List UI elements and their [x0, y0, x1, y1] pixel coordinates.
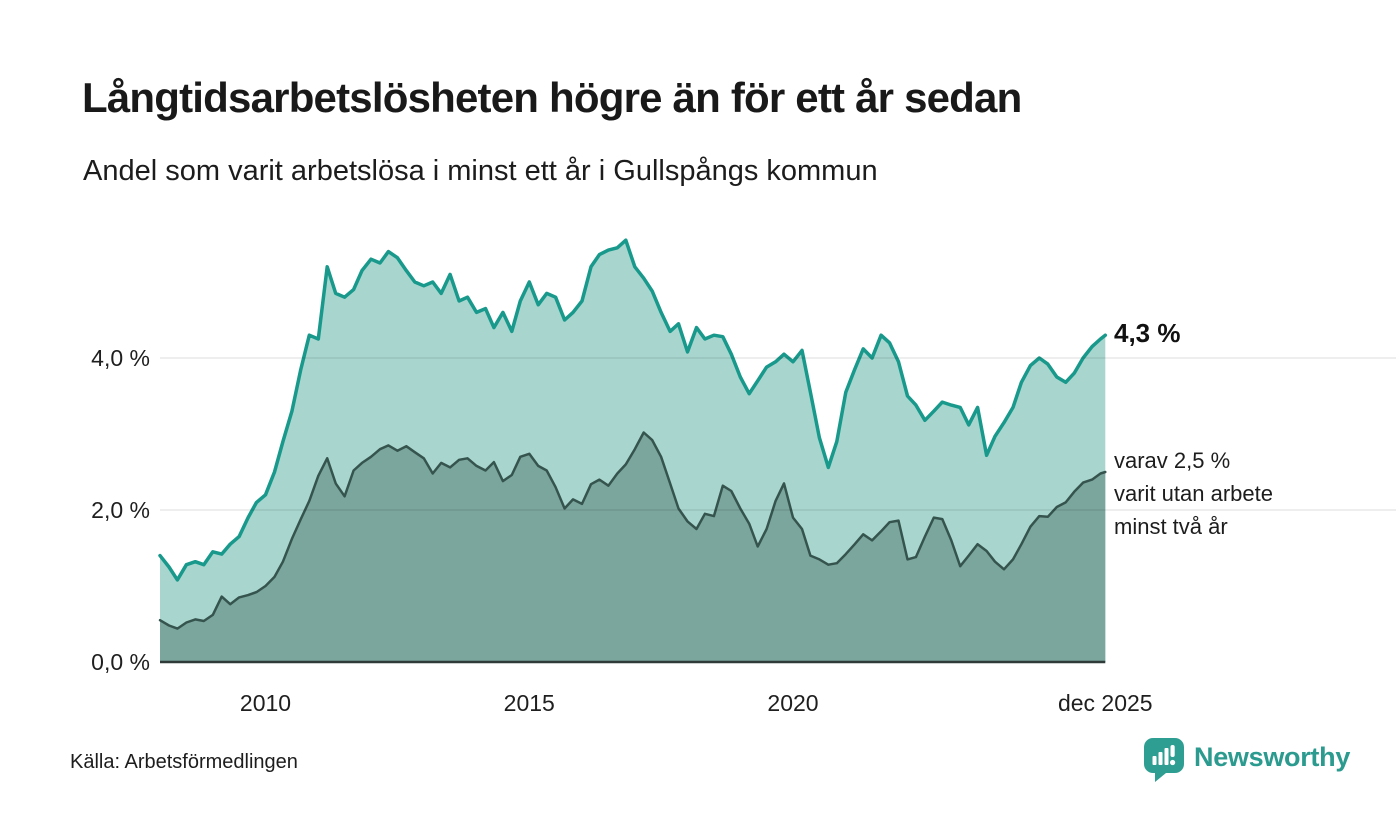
- logo-bar-2: [1158, 752, 1163, 765]
- series2-annotation: varav 2,5 % varit utan arbete minst två …: [1114, 444, 1273, 543]
- series1-end-value-label: 4,3 %: [1114, 318, 1181, 348]
- brand-logo: Newsworthy: [1144, 738, 1350, 783]
- line-series-1: [158, 238, 1108, 582]
- y-axis-tick-label: 0,0 %: [91, 649, 150, 675]
- x-axis-tick-label: 2015: [503, 690, 555, 716]
- area-series-2: [160, 432, 1106, 662]
- logo-exclamation-dot: [1170, 759, 1176, 766]
- logo-bubble: [1144, 738, 1184, 782]
- x-axis-tick-label: dec 2025: [1057, 690, 1153, 716]
- brand-name: Newsworthy: [1194, 742, 1351, 772]
- newsworthy-logo-icon: [1144, 738, 1184, 782]
- series2-annotation-line1: varav 2,5 %: [1114, 448, 1231, 473]
- page-subtitle: Andel som varit arbetslösa i minst ett å…: [83, 155, 878, 187]
- series2-annotation-line3: minst två år: [1114, 514, 1228, 539]
- logo-bar-3: [1164, 748, 1169, 765]
- series2-annotation-line2: varit utan arbete: [1114, 481, 1273, 506]
- y-axis-tick-label: 4,0 %: [91, 345, 150, 371]
- line-series-2: [158, 431, 1107, 630]
- y-axis-tick-label: 2,0 %: [91, 497, 150, 523]
- logo-bar-1: [1152, 756, 1157, 765]
- x-axis-tick-label: 2020: [767, 690, 819, 716]
- x-axis-tick-label: 2010: [239, 690, 292, 716]
- page-title: Långtidsarbetslösheten högre än för ett …: [82, 74, 1022, 121]
- source-credit: Källa: Arbetsförmedlingen: [70, 751, 298, 773]
- logo-exclamation-line: [1170, 745, 1175, 757]
